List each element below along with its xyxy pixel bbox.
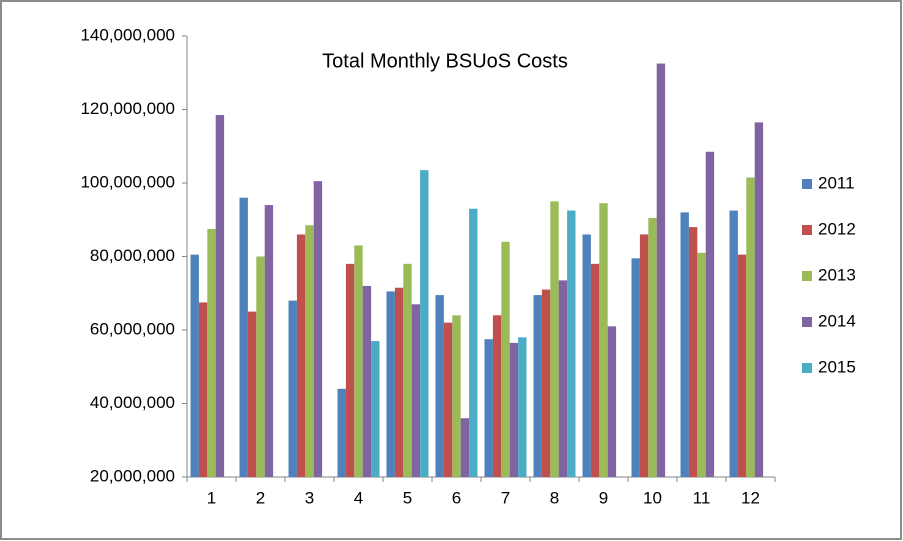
bar xyxy=(754,122,764,478)
bar xyxy=(247,311,257,477)
bar xyxy=(411,304,421,477)
legend-swatch xyxy=(802,271,812,281)
bar xyxy=(354,245,363,477)
bar xyxy=(567,210,576,477)
bar xyxy=(386,291,395,477)
legend-swatch xyxy=(802,317,812,327)
bar xyxy=(705,151,715,477)
bar xyxy=(607,326,617,477)
bar xyxy=(648,217,657,477)
bar xyxy=(656,63,666,477)
y-tick-label: 60,000,000 xyxy=(90,319,175,338)
bar xyxy=(558,280,568,477)
bar xyxy=(394,287,404,477)
y-tick-label: 40,000,000 xyxy=(90,393,175,412)
bar xyxy=(550,201,559,477)
bar xyxy=(239,197,248,477)
bar xyxy=(305,225,314,477)
bar xyxy=(256,256,265,477)
legend-swatch xyxy=(802,225,812,235)
bar xyxy=(190,254,199,477)
bar xyxy=(452,315,461,477)
x-tick-label: 8 xyxy=(550,488,559,507)
bar xyxy=(443,322,453,477)
bar xyxy=(345,263,355,477)
bar xyxy=(337,388,346,477)
bar xyxy=(582,234,591,477)
bar xyxy=(518,337,527,477)
bar xyxy=(296,234,306,477)
y-tick-label: 120,000,000 xyxy=(80,99,175,118)
x-tick-label: 11 xyxy=(693,488,711,507)
bar xyxy=(371,341,380,477)
legend-swatch xyxy=(802,179,812,189)
legend-label: 2012 xyxy=(818,219,856,238)
bar xyxy=(362,285,372,477)
x-tick-label: 1 xyxy=(207,488,216,507)
y-tick-label: 80,000,000 xyxy=(90,246,175,265)
bar xyxy=(264,205,274,478)
bar xyxy=(688,227,698,477)
bar xyxy=(484,339,493,477)
legend-label: 2014 xyxy=(818,311,856,330)
bar xyxy=(737,254,747,477)
x-tick-label: 6 xyxy=(452,488,461,507)
x-tick-label: 4 xyxy=(354,488,363,507)
bar xyxy=(533,295,542,477)
legend-swatch xyxy=(802,363,812,373)
x-tick-label: 9 xyxy=(599,488,608,507)
bar xyxy=(631,258,640,477)
bar xyxy=(460,418,470,477)
x-tick-label: 5 xyxy=(403,488,412,507)
chart-title: Total Monthly BSUoS Costs xyxy=(322,50,568,72)
legend-label: 2013 xyxy=(818,265,856,284)
bar xyxy=(746,177,755,478)
x-tick-label: 7 xyxy=(501,488,510,507)
bar xyxy=(469,208,478,477)
bar xyxy=(590,263,600,477)
bar xyxy=(313,181,323,477)
legend-label: 2015 xyxy=(818,357,856,376)
bar xyxy=(198,302,208,477)
bar xyxy=(639,234,649,477)
bar xyxy=(435,295,444,477)
bar xyxy=(207,228,216,477)
legend-label: 2011 xyxy=(818,173,855,192)
y-tick-label: 140,000,000 xyxy=(80,25,175,44)
y-tick-label: 20,000,000 xyxy=(90,466,175,485)
bar xyxy=(492,315,502,477)
bar xyxy=(509,342,519,477)
bar xyxy=(541,289,551,477)
bar xyxy=(680,212,689,477)
bar xyxy=(403,263,412,477)
bar xyxy=(729,210,738,477)
x-tick-label: 3 xyxy=(305,488,314,507)
bar xyxy=(420,170,429,477)
y-tick-label: 100,000,000 xyxy=(80,172,175,191)
x-tick-label: 10 xyxy=(643,488,662,507)
x-tick-label: 12 xyxy=(741,488,760,507)
bar xyxy=(697,252,706,477)
bar xyxy=(599,203,608,477)
bar xyxy=(288,300,297,477)
x-tick-label: 2 xyxy=(256,488,265,507)
bar xyxy=(215,115,225,477)
bar xyxy=(501,241,510,477)
